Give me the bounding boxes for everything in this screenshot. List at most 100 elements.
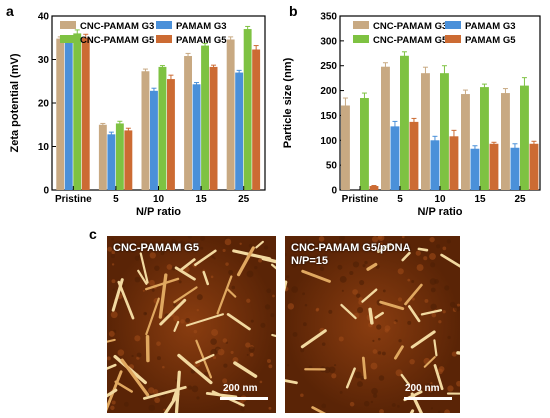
afm-grain — [217, 348, 225, 356]
legend-label: PAMAM G3 — [465, 21, 516, 32]
afm-grain — [372, 339, 375, 342]
afm-grain — [123, 401, 129, 407]
afm-grain — [305, 239, 309, 243]
afm-grain — [286, 364, 290, 367]
afm-grain — [321, 342, 326, 346]
afm-grain — [229, 386, 234, 392]
afm-nanocrystal — [404, 283, 423, 306]
bar — [235, 72, 244, 190]
bar — [115, 123, 124, 190]
afm-nanocrystal — [236, 246, 255, 277]
afm-grain — [110, 311, 118, 319]
afm-grain — [268, 364, 273, 369]
bar — [243, 29, 252, 190]
afm-grain — [211, 328, 219, 336]
afm-grain — [391, 403, 396, 407]
afm-grain — [426, 383, 431, 388]
afm-grain — [264, 245, 269, 250]
afm-nanocrystal — [107, 363, 117, 370]
afm-grain — [149, 252, 156, 259]
afm-grain — [377, 351, 382, 355]
afm-grain — [337, 264, 343, 270]
afm-grain — [232, 356, 239, 363]
afm-grain — [162, 365, 165, 369]
afm-grain — [356, 293, 361, 298]
bar — [252, 49, 261, 191]
afm-grain — [200, 246, 204, 250]
afm-grain — [266, 288, 272, 294]
x-tick-label: 5 — [397, 194, 403, 205]
afm-nanocrystal — [159, 298, 187, 326]
legend-swatch — [60, 35, 76, 43]
afm-grain — [339, 243, 345, 249]
afm-grain — [212, 356, 217, 360]
x-axis-label: N/P ratio — [417, 206, 462, 218]
bar — [510, 147, 520, 190]
afm-grain — [160, 251, 165, 256]
afm-grain — [248, 346, 255, 353]
afm-grain — [397, 268, 404, 275]
afm-grain — [287, 303, 295, 310]
afm-grain — [339, 390, 343, 394]
afm-grain — [378, 375, 385, 381]
bar — [501, 93, 510, 190]
afm-nanocrystal — [433, 339, 438, 357]
bar — [421, 73, 430, 190]
afm-grain — [451, 351, 457, 357]
afm-grain — [444, 285, 450, 291]
x-tick-label: 5 — [113, 194, 119, 205]
x-tick-label: 15 — [196, 194, 208, 205]
afm-grain — [449, 301, 456, 308]
legend-swatch — [156, 35, 172, 43]
bar — [158, 66, 167, 190]
afm-nanocrystal — [261, 256, 276, 264]
afm-nanocrystal — [361, 288, 378, 303]
afm-grain — [377, 337, 381, 341]
afm-grain — [357, 307, 364, 314]
y-tick-label: 20 — [38, 99, 50, 110]
y-tick-label: 300 — [320, 36, 337, 47]
afm-grain — [447, 335, 451, 340]
afm-grain — [430, 381, 433, 385]
y-tick-label: 350 — [320, 12, 337, 23]
afm-grain — [318, 236, 325, 242]
afm-grain — [321, 257, 328, 264]
afm-grain — [286, 275, 290, 279]
afm-grain — [178, 240, 185, 248]
bar — [470, 148, 480, 190]
afm-grain — [239, 242, 242, 245]
x-tick-label: 25 — [514, 194, 526, 205]
afm-grain — [147, 387, 155, 394]
afm-nanocrystal — [255, 240, 264, 249]
afm-grain — [442, 310, 446, 314]
afm-grain — [110, 405, 115, 411]
y-tick-label: 10 — [38, 142, 50, 153]
afm-grain — [134, 335, 141, 342]
afm-grain — [180, 319, 185, 324]
afm-grain — [444, 409, 451, 413]
afm-nanocrystal — [107, 388, 118, 398]
afm-topography — [107, 236, 276, 413]
afm-grain — [117, 349, 125, 356]
afm-grain — [302, 322, 307, 327]
afm-grain — [371, 236, 379, 243]
afm-nanocrystal — [433, 364, 444, 391]
afm-grain — [111, 263, 115, 266]
afm-nanocrystal — [300, 329, 327, 349]
bar — [430, 140, 440, 190]
afm-grain — [134, 276, 141, 283]
afm-grain — [111, 279, 116, 284]
legend-swatch — [60, 21, 76, 29]
afm-grain — [108, 330, 115, 337]
bar — [150, 90, 158, 190]
afm-grain — [313, 259, 317, 264]
bar — [480, 87, 489, 190]
afm-nanocrystal — [174, 266, 196, 281]
zeta-potential-chart: 0 10 20 30 40 Pristine 5 10 15 25 N/P ratio Zeta po… — [9, 12, 266, 218]
afm-grain — [187, 236, 192, 239]
afm-grain — [456, 380, 460, 387]
afm-grain — [430, 262, 436, 268]
afm-nanocrystal — [400, 373, 411, 386]
bar — [184, 56, 192, 190]
